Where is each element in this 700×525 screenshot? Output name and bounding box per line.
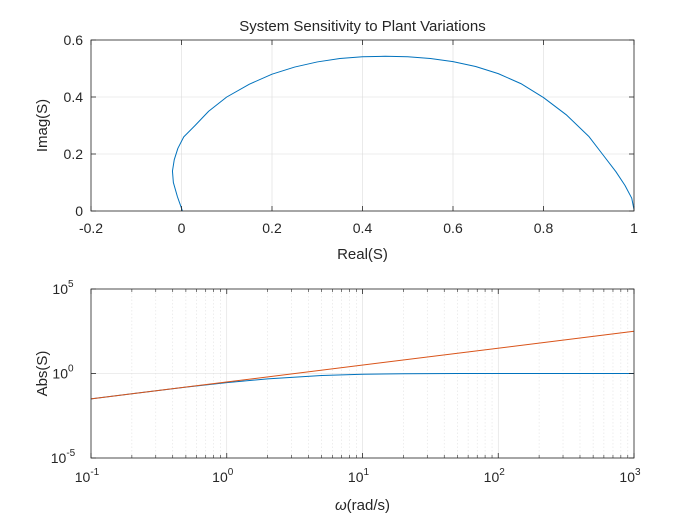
nyquist-y-tick-label: 0.4: [64, 89, 84, 105]
nyquist-x-tick-label: 0.4: [353, 220, 373, 236]
nyquist-y-tick-label: 0.6: [64, 32, 84, 48]
magnitude-series: [90, 330, 635, 400]
magnitude-x-tick-label: 10-1: [75, 467, 100, 485]
magnitude-y-label: Abs(S): [34, 351, 51, 397]
nyquist-x-tick-label: 0.8: [534, 220, 554, 236]
nyquist-y-tick-label: 0: [75, 203, 83, 219]
nyquist-x-tick-label: 0.2: [262, 220, 282, 236]
magnitude-x-tick-label: 103: [619, 467, 641, 485]
magnitude-x-label: ω(rad/s): [335, 497, 390, 514]
nyquist-x-tick-label: 0: [178, 220, 186, 236]
magnitude-y-tick-label: 10-5: [51, 448, 76, 466]
nyquist-x-tick-label: -0.2: [79, 220, 103, 236]
magnitude-y-tick-label: 100: [52, 364, 74, 382]
nyquist-ticks: -0.2 0 0.2 0.4 0.6 0.8 100.20.40.6: [64, 32, 639, 236]
magnitude-x-tick-label: 100: [212, 467, 234, 485]
magnitude-x-tick-label: 101: [348, 467, 370, 485]
nyquist-title: System Sensitivity to Plant Variations: [239, 18, 486, 35]
magnitude-y-tick-label: 105: [52, 279, 74, 297]
magnitude-curve-2: [90, 330, 635, 400]
nyquist-curve: [171, 55, 635, 212]
magnitude-x-tick-label: 102: [484, 467, 506, 485]
nyquist-series: [171, 55, 635, 212]
nyquist-x-tick-label: 1: [630, 220, 638, 236]
nyquist-y-label: Imag(S): [34, 99, 51, 152]
magnitude-plot: 10-1 100 101 102 103 10-5 100 105 ω(rad/s) Abs(…: [34, 279, 641, 514]
nyquist-y-tick-label: 0.2: [64, 146, 84, 162]
nyquist-plot: -0.2 0 0.2 0.4 0.6 0.8 100.20.40.6 System Sens…: [34, 18, 638, 263]
magnitude-ticks: 10-1 100 101 102 103 10-5 100 105: [51, 279, 641, 485]
nyquist-x-label: Real(S): [337, 246, 388, 263]
nyquist-x-tick-label: 0.6: [443, 220, 463, 236]
